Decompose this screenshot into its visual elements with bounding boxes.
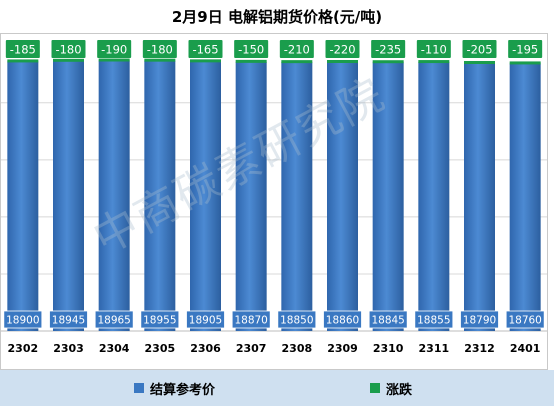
price-label-box <box>368 310 408 329</box>
legend: 结算参考价 涨跌 <box>0 370 554 406</box>
change-label: -165 <box>192 43 218 57</box>
bar-change <box>98 58 130 62</box>
bar-change <box>144 58 176 62</box>
change-label: -185 <box>10 43 36 57</box>
bar-price <box>190 61 221 331</box>
change-label: -220 <box>329 43 355 57</box>
bar-price <box>235 61 267 331</box>
x-tick-label: 2302 <box>8 342 39 355</box>
x-tick-label: 2307 <box>236 342 267 355</box>
legend-swatch-price <box>134 383 144 393</box>
change-label: -205 <box>466 43 492 57</box>
bar-price <box>281 62 313 332</box>
legend-item-change: 涨跌 <box>370 380 413 398</box>
change-label-box <box>188 40 223 58</box>
change-label-box <box>234 40 269 58</box>
change-label-box <box>325 40 360 58</box>
legend-label-price: 结算参考价 <box>150 382 216 398</box>
bar-change <box>464 60 495 64</box>
bar-change <box>190 59 221 63</box>
change-label-box <box>462 40 497 58</box>
price-label: 18855 <box>417 315 450 327</box>
x-tick-label: 2304 <box>99 342 130 355</box>
bar-price <box>327 61 358 332</box>
change-label: -235 <box>375 43 401 57</box>
change-label: -190 <box>101 43 127 57</box>
change-label-box <box>279 40 314 58</box>
bar-change <box>509 61 541 65</box>
legend-swatch-change <box>370 383 380 393</box>
change-label: -110 <box>421 43 447 57</box>
bar-change <box>235 59 267 63</box>
price-label-box <box>49 310 88 329</box>
change-label-box <box>371 40 406 58</box>
bar-change <box>418 60 450 64</box>
price-label: 18845 <box>371 315 404 327</box>
x-tick-label: 2305 <box>145 342 176 355</box>
chart-plot: -185 18900 2302 -180 18945 2303 -190 18965 2304 -… <box>0 33 548 370</box>
price-label: 18955 <box>143 315 176 327</box>
price-label: 18900 <box>6 315 39 327</box>
price-label-box <box>186 310 225 329</box>
change-label-box <box>508 40 543 58</box>
legend-label-change: 涨跌 <box>386 382 413 398</box>
change-label-box <box>142 40 177 58</box>
bar-change <box>7 59 39 63</box>
price-label-box <box>3 310 43 329</box>
x-tick-label: 2310 <box>373 342 404 355</box>
price-label-box <box>231 310 271 329</box>
x-tick-label: 2306 <box>190 342 221 355</box>
price-label-box <box>460 310 499 329</box>
change-label-box <box>416 40 451 58</box>
price-label-box <box>140 310 180 329</box>
price-label: 18870 <box>234 315 267 327</box>
bar-price <box>98 60 130 332</box>
price-label: 18790 <box>463 315 496 327</box>
change-label-box <box>51 40 86 58</box>
bar-price <box>144 60 176 331</box>
price-label-box <box>505 310 545 329</box>
price-label: 18860 <box>326 315 359 327</box>
legend-item-price: 结算参考价 <box>134 380 216 398</box>
x-tick-label: 2311 <box>419 342 450 355</box>
price-label-box <box>277 310 317 329</box>
change-label: -150 <box>238 43 264 57</box>
bar-change <box>281 60 313 64</box>
change-label: -195 <box>512 43 538 57</box>
bar-price <box>53 60 84 331</box>
x-tick-label: 2308 <box>282 342 313 355</box>
change-label-box <box>97 40 132 58</box>
x-tick-label: 2309 <box>327 342 358 355</box>
change-label: -180 <box>147 43 173 57</box>
price-label: 18945 <box>52 315 85 327</box>
x-tick-label: 2312 <box>464 342 495 355</box>
price-label: 18905 <box>189 315 222 327</box>
price-label-box <box>94 310 134 329</box>
bar-change <box>53 58 84 62</box>
change-label-box <box>5 40 40 58</box>
change-label: -180 <box>55 43 81 57</box>
price-label: 18760 <box>508 315 541 327</box>
chart-title: 2月9日 电解铝期货价格(元/吨) <box>171 8 383 26</box>
plot-border <box>0 33 548 370</box>
price-label-box <box>414 310 454 329</box>
price-label-box <box>323 310 362 329</box>
x-tick-label: 2401 <box>510 342 541 355</box>
bar-price <box>464 62 495 331</box>
price-label: 18850 <box>280 315 313 327</box>
bar-price <box>372 62 404 332</box>
bar-price <box>509 63 541 331</box>
bar-change <box>327 59 358 63</box>
x-tick-label: 2303 <box>53 342 84 355</box>
price-label: 18965 <box>97 315 130 327</box>
bar-price <box>418 62 450 332</box>
change-label: -210 <box>284 43 310 57</box>
bar-price <box>7 61 39 331</box>
bar-change <box>372 60 404 64</box>
